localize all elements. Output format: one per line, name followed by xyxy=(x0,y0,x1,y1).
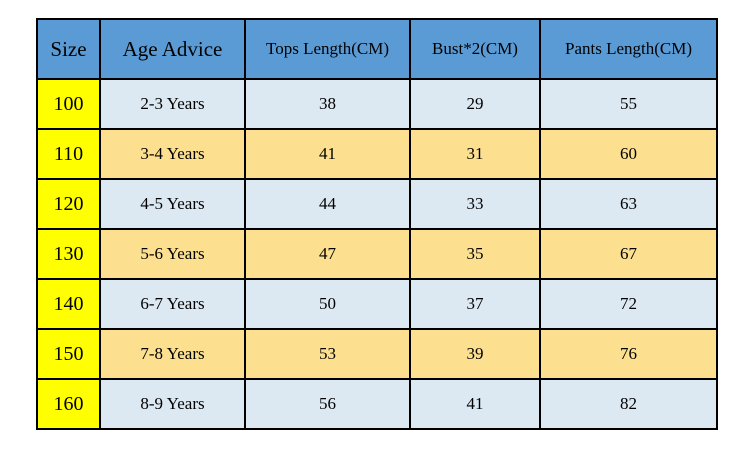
tops-length-value: 50 xyxy=(244,278,411,330)
column-header-bust: Bust*2(CM) xyxy=(409,18,541,80)
age-advice-value: 3-4 Years xyxy=(99,128,246,180)
age-advice-value: 5-6 Years xyxy=(99,228,246,280)
age-advice-value: 6-7 Years xyxy=(99,278,246,330)
bust-value: 31 xyxy=(409,128,541,180)
age-advice-value: 7-8 Years xyxy=(99,328,246,380)
size-value: 110 xyxy=(36,128,101,180)
bust-value: 39 xyxy=(409,328,541,380)
bust-value: 41 xyxy=(409,378,541,430)
bust-value: 29 xyxy=(409,78,541,130)
table-row-size-120: 120 4-5 Years 44 33 63 xyxy=(36,178,718,230)
age-advice-value: 4-5 Years xyxy=(99,178,246,230)
size-value: 160 xyxy=(36,378,101,430)
table-row-size-100: 100 2-3 Years 38 29 55 xyxy=(36,78,718,130)
size-chart-table: Size Age Advice Tops Length(CM) Bust*2(C… xyxy=(36,18,718,430)
pants-length-value: 67 xyxy=(539,228,718,280)
table-row-size-140: 140 6-7 Years 50 37 72 xyxy=(36,278,718,330)
table-row-size-150: 150 7-8 Years 53 39 76 xyxy=(36,328,718,380)
size-value: 130 xyxy=(36,228,101,280)
pants-length-value: 82 xyxy=(539,378,718,430)
size-value: 150 xyxy=(36,328,101,380)
pants-length-value: 72 xyxy=(539,278,718,330)
column-header-pants-length: Pants Length(CM) xyxy=(539,18,718,80)
header-row: Size Age Advice Tops Length(CM) Bust*2(C… xyxy=(36,18,718,80)
age-advice-value: 2-3 Years xyxy=(99,78,246,130)
age-advice-value: 8-9 Years xyxy=(99,378,246,430)
column-header-age-advice: Age Advice xyxy=(99,18,246,80)
bust-value: 35 xyxy=(409,228,541,280)
table-row-size-160: 160 8-9 Years 56 41 82 xyxy=(36,378,718,430)
pants-length-value: 55 xyxy=(539,78,718,130)
tops-length-value: 44 xyxy=(244,178,411,230)
pants-length-value: 63 xyxy=(539,178,718,230)
tops-length-value: 41 xyxy=(244,128,411,180)
table-row-size-110: 110 3-4 Years 41 31 60 xyxy=(36,128,718,180)
size-value: 140 xyxy=(36,278,101,330)
size-value: 120 xyxy=(36,178,101,230)
size-value: 100 xyxy=(36,78,101,130)
column-header-size: Size xyxy=(36,18,101,80)
tops-length-value: 38 xyxy=(244,78,411,130)
tops-length-value: 47 xyxy=(244,228,411,280)
tops-length-value: 56 xyxy=(244,378,411,430)
bust-value: 33 xyxy=(409,178,541,230)
bust-value: 37 xyxy=(409,278,541,330)
tops-length-value: 53 xyxy=(244,328,411,380)
pants-length-value: 76 xyxy=(539,328,718,380)
column-header-tops-length: Tops Length(CM) xyxy=(244,18,411,80)
table-row-size-130: 130 5-6 Years 47 35 67 xyxy=(36,228,718,280)
pants-length-value: 60 xyxy=(539,128,718,180)
